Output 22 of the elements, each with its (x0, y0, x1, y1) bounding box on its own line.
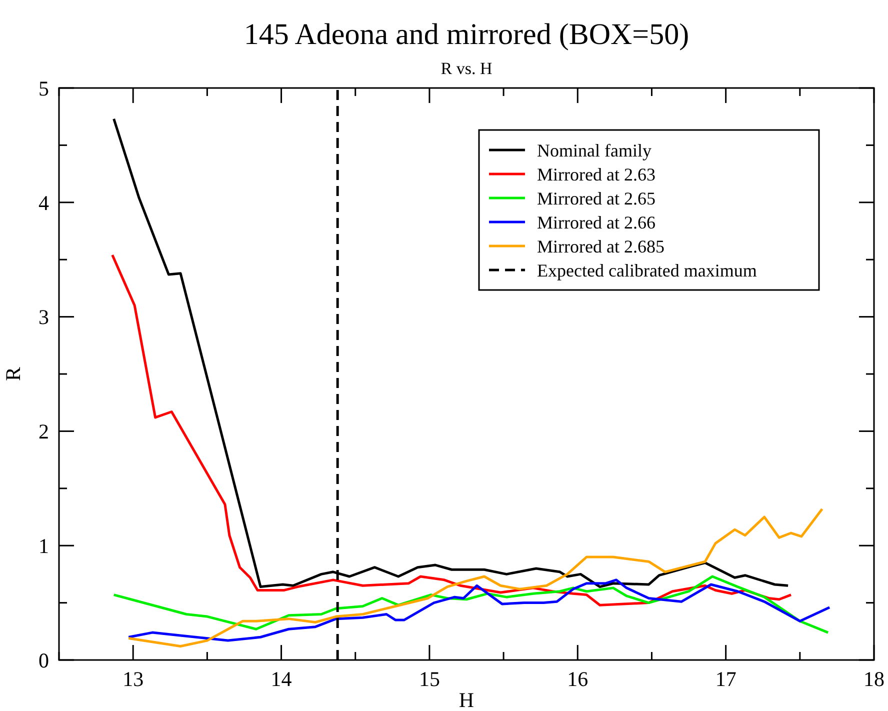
y-tick-label: 5 (38, 76, 49, 100)
y-tick-label: 3 (38, 305, 49, 330)
legend-label: Mirrored at 2.66 (537, 212, 656, 232)
legend-label: Mirrored at 2.65 (537, 188, 656, 208)
y-axis-title: R (1, 366, 25, 382)
chart-title: 145 Adeona and mirrored (BOX=50) (244, 18, 690, 51)
y-tick-label: 4 (38, 190, 50, 215)
legend-label: Mirrored at 2.63 (537, 164, 656, 184)
x-tick-label: 15 (418, 667, 440, 691)
x-tick-label: 16 (567, 667, 588, 691)
x-tick-label: 14 (270, 667, 292, 691)
y-tick-label: 0 (38, 648, 49, 672)
chart-subtitle: R vs. H (440, 59, 492, 78)
x-tick-label: 18 (864, 667, 884, 691)
legend-label: Mirrored at 2.685 (537, 236, 664, 256)
y-tick-label: 2 (38, 420, 49, 444)
legend-label: Expected calibrated maximum (537, 260, 757, 280)
y-tick-label: 1 (38, 534, 49, 558)
legend-label: Nominal family (537, 140, 652, 160)
x-tick-label: 17 (715, 667, 736, 691)
x-axis-title: H (458, 688, 474, 711)
x-tick-label: 13 (122, 667, 144, 691)
